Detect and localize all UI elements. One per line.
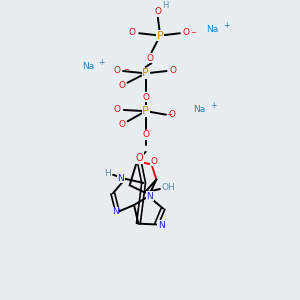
Text: H: H xyxy=(104,169,111,178)
Text: −: − xyxy=(191,30,197,36)
Text: −: − xyxy=(167,112,172,118)
Text: O: O xyxy=(150,157,157,166)
Text: O: O xyxy=(129,28,136,37)
Text: P: P xyxy=(142,106,149,116)
Text: Na: Na xyxy=(206,25,218,34)
Text: O: O xyxy=(146,54,154,63)
Text: +: + xyxy=(210,101,217,110)
Text: O: O xyxy=(118,120,125,129)
Text: P: P xyxy=(157,31,164,40)
Text: +: + xyxy=(224,21,230,30)
Text: H: H xyxy=(162,1,169,10)
Text: N: N xyxy=(118,174,124,183)
Text: Na: Na xyxy=(82,62,94,71)
Text: O: O xyxy=(154,7,161,16)
Text: N: N xyxy=(146,192,153,201)
Text: O: O xyxy=(118,81,125,90)
Text: O: O xyxy=(183,28,190,37)
Text: O: O xyxy=(169,110,176,119)
Text: +: + xyxy=(99,58,105,68)
Text: O: O xyxy=(170,66,177,75)
Text: O: O xyxy=(142,93,149,102)
Text: O: O xyxy=(114,66,121,75)
Text: Na: Na xyxy=(193,106,205,115)
Text: O: O xyxy=(142,130,149,140)
Text: P: P xyxy=(142,68,149,78)
Text: O: O xyxy=(135,153,143,163)
Text: N: N xyxy=(158,220,165,230)
Text: OH: OH xyxy=(161,183,175,192)
Text: N: N xyxy=(112,208,118,217)
Text: −: − xyxy=(123,68,129,74)
Text: O: O xyxy=(114,105,121,114)
